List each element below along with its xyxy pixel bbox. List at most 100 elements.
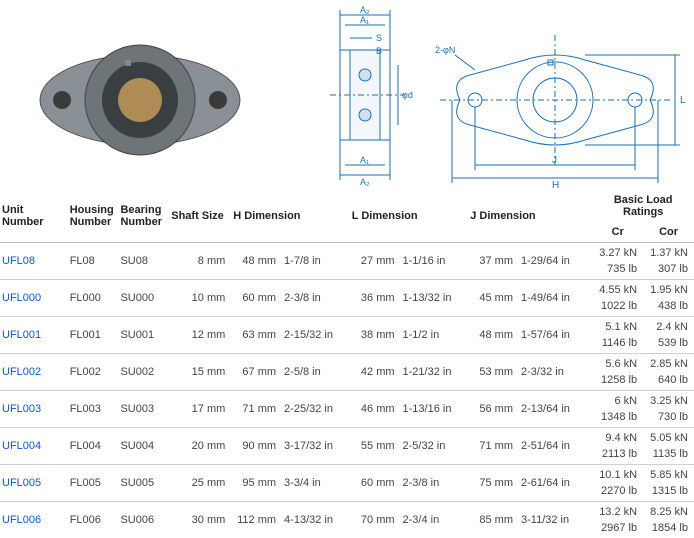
svg-text:φd: φd bbox=[402, 90, 413, 100]
cell: 2-3/8 in bbox=[282, 280, 350, 317]
svg-text:B: B bbox=[376, 46, 382, 56]
unit-link[interactable]: UFL000 bbox=[0, 280, 68, 317]
th-l: L Dimension bbox=[350, 190, 468, 243]
unit-link[interactable]: UFL08 bbox=[0, 243, 68, 280]
cell: 2-51/64 in bbox=[519, 428, 592, 465]
cell: 63 mm bbox=[231, 317, 282, 354]
cell: 46 mm bbox=[350, 391, 401, 428]
cell: 53 mm bbox=[468, 354, 519, 391]
cell: FL000 bbox=[68, 280, 119, 317]
cell: SU003 bbox=[118, 391, 169, 428]
cell: 2-13/64 in bbox=[519, 391, 592, 428]
svg-text:A₂: A₂ bbox=[360, 177, 370, 187]
cell: 3-17/32 in bbox=[282, 428, 350, 465]
cell: 8 mm bbox=[169, 243, 231, 280]
cell: 2-61/64 in bbox=[519, 465, 592, 502]
cell: 3-11/32 in bbox=[519, 502, 592, 538]
unit-link[interactable]: UFL004 bbox=[0, 428, 68, 465]
svg-text:A₂: A₂ bbox=[360, 5, 370, 15]
cell: 20 mm bbox=[169, 428, 231, 465]
cell: 60 mm bbox=[231, 280, 282, 317]
cell: 1348 lb bbox=[592, 411, 643, 428]
cell: 1.95 kN bbox=[643, 280, 694, 301]
unit-link[interactable]: UFL001 bbox=[0, 317, 68, 354]
cell: 90 mm bbox=[231, 428, 282, 465]
th-cr: Cr bbox=[592, 222, 643, 243]
table-row: UFL001FL001SU00112 mm63 mm2-15/32 in38 m… bbox=[0, 317, 694, 338]
cell: 27 mm bbox=[350, 243, 401, 280]
th-j: J Dimension bbox=[468, 190, 592, 243]
table-body: UFL08FL08SU088 mm 48 mm 1-7/8 in27 mm1-1/1… bbox=[0, 243, 694, 538]
cell: 2.4 kN bbox=[643, 317, 694, 338]
cell: 48 mm bbox=[468, 317, 519, 354]
cell: 1-1/16 in bbox=[401, 243, 469, 280]
cell: 640 lb bbox=[643, 374, 694, 391]
th-load: Basic Load Ratings bbox=[592, 190, 694, 222]
cell: 10.1 kN bbox=[592, 465, 643, 486]
cell: 1135 lb bbox=[643, 448, 694, 465]
cell: 2-5/32 in bbox=[401, 428, 469, 465]
table-row: UFL005FL005SU00525 mm95 mm3-3/4 in60 mm2… bbox=[0, 465, 694, 486]
cell: 1022 lb bbox=[592, 300, 643, 317]
th-h: H Dimension bbox=[231, 190, 349, 243]
cell: 67 mm bbox=[231, 354, 282, 391]
cell: 3.27 kN bbox=[592, 243, 643, 264]
cell: 1-29/64 in bbox=[519, 243, 592, 280]
cell: SU006 bbox=[118, 502, 169, 538]
cell: 5.6 kN bbox=[592, 354, 643, 375]
cell: 2270 lb bbox=[592, 485, 643, 502]
th-shaft: Shaft Size bbox=[169, 190, 231, 243]
unit-link[interactable]: UFL005 bbox=[0, 465, 68, 502]
cell: 2.85 kN bbox=[643, 354, 694, 375]
svg-text:J: J bbox=[552, 155, 557, 166]
cell: 10 mm bbox=[169, 280, 231, 317]
cell: FL08 bbox=[68, 243, 119, 280]
cell: 5.85 kN bbox=[643, 465, 694, 486]
cell: FL004 bbox=[68, 428, 119, 465]
cell: 2-5/8 in bbox=[282, 354, 350, 391]
cell: 30 mm bbox=[169, 502, 231, 538]
unit-link[interactable]: UFL003 bbox=[0, 391, 68, 428]
technical-drawing: A₂ A₁ S B φd A₁ A₂ 2-φN L J H bbox=[0, 0, 694, 190]
cell: 1315 lb bbox=[643, 485, 694, 502]
cell: SU005 bbox=[118, 465, 169, 502]
th-bearing: Bearing Number bbox=[118, 190, 169, 243]
cell: 1.37 kN bbox=[643, 243, 694, 264]
cell: SU08 bbox=[118, 243, 169, 280]
cell: 2-25/32 in bbox=[282, 391, 350, 428]
cell: 438 lb bbox=[643, 300, 694, 317]
cell: 735 lb bbox=[592, 263, 643, 280]
diagram-area: A₂ A₁ S B φd A₁ A₂ 2-φN L J H bbox=[0, 0, 694, 190]
svg-text:2-φN: 2-φN bbox=[435, 45, 455, 55]
cell: 1146 lb bbox=[592, 337, 643, 354]
cell: 2113 lb bbox=[592, 448, 643, 465]
unit-link[interactable]: UFL006 bbox=[0, 502, 68, 538]
cell: 307 lb bbox=[643, 263, 694, 280]
cell: 112 mm bbox=[231, 502, 282, 538]
unit-link[interactable]: UFL002 bbox=[0, 354, 68, 391]
cell: 1-7/8 in bbox=[282, 243, 350, 280]
cell: 1258 lb bbox=[592, 374, 643, 391]
cell: 6 kN bbox=[592, 391, 643, 412]
cell: SU000 bbox=[118, 280, 169, 317]
cell: 71 mm bbox=[231, 391, 282, 428]
cell: 5.1 kN bbox=[592, 317, 643, 338]
cell: 60 mm bbox=[350, 465, 401, 502]
cell: 1-13/32 in bbox=[401, 280, 469, 317]
table-row: UFL003FL003SU00317 mm71 mm2-25/32 in46 m… bbox=[0, 391, 694, 412]
cell: FL005 bbox=[68, 465, 119, 502]
cell: 9.4 kN bbox=[592, 428, 643, 449]
th-cor: Cor bbox=[643, 222, 694, 243]
cell: 71 mm bbox=[468, 428, 519, 465]
cell: 1-49/64 in bbox=[519, 280, 592, 317]
cell: 2-3/8 in bbox=[401, 465, 469, 502]
cell: 2-3/32 in bbox=[519, 354, 592, 391]
th-housing: Housing Number bbox=[68, 190, 119, 243]
spec-table: Unit Number Housing Number Bearing Numbe… bbox=[0, 190, 694, 538]
cell: 730 lb bbox=[643, 411, 694, 428]
svg-text:A₁: A₁ bbox=[360, 155, 369, 165]
cell: 38 mm bbox=[350, 317, 401, 354]
svg-text:S: S bbox=[376, 33, 382, 43]
cell: 45 mm bbox=[468, 280, 519, 317]
table-row: UFL08FL08SU088 mm48 mm1-7/8 in27 mm1-1/1… bbox=[0, 243, 694, 264]
